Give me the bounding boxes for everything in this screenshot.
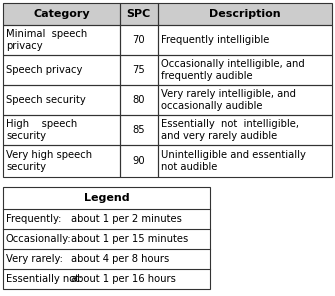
Bar [158, 25, 332, 55]
Text: 70: 70 [132, 35, 145, 45]
Bar [120, 3, 158, 25]
Text: Essentially  not  intelligible,
and very rarely audible: Essentially not intelligible, and very r… [160, 119, 298, 141]
Bar [3, 145, 120, 177]
Bar [158, 55, 332, 85]
Bar [3, 55, 120, 85]
Bar [120, 55, 158, 85]
Bar [3, 3, 120, 25]
Text: about 4 per 8 hours: about 4 per 8 hours [71, 254, 169, 264]
Text: about 1 per 15 minutes: about 1 per 15 minutes [71, 234, 188, 244]
Text: Occasionally:: Occasionally: [6, 234, 72, 244]
Bar [3, 55, 120, 85]
Bar [158, 85, 332, 115]
Bar [120, 115, 158, 145]
Text: High    speech
security: High speech security [6, 119, 77, 141]
Text: Category: Category [33, 9, 90, 19]
Bar [120, 85, 158, 115]
Bar [158, 85, 332, 115]
Text: Speech privacy: Speech privacy [6, 65, 82, 75]
Text: about 1 per 16 hours: about 1 per 16 hours [71, 274, 176, 284]
Bar [120, 145, 158, 177]
Bar [158, 115, 332, 145]
Text: Description: Description [209, 9, 281, 19]
Bar [158, 55, 332, 85]
Bar [158, 25, 332, 55]
Text: Speech security: Speech security [6, 95, 86, 105]
Text: Minimal  speech
privacy: Minimal speech privacy [6, 29, 87, 51]
Text: Very rarely intelligible, and
occasionally audible: Very rarely intelligible, and occasional… [160, 89, 295, 111]
Bar [120, 25, 158, 55]
Bar [3, 25, 120, 55]
Text: 85: 85 [132, 125, 145, 135]
Text: Frequently:: Frequently: [6, 214, 61, 224]
Text: 80: 80 [132, 95, 145, 105]
Bar [3, 115, 120, 145]
Text: SPC: SPC [127, 9, 151, 19]
Text: Essentially not:: Essentially not: [6, 274, 82, 284]
Bar [120, 115, 158, 145]
Text: 90: 90 [132, 156, 145, 166]
Text: Frequently intelligible: Frequently intelligible [160, 35, 269, 45]
Bar [120, 3, 158, 25]
Bar [120, 145, 158, 177]
Bar [3, 115, 120, 145]
Text: Unintelligible and essentially
not audible: Unintelligible and essentially not audib… [160, 150, 306, 172]
Bar [120, 25, 158, 55]
Bar [158, 115, 332, 145]
Text: Legend: Legend [84, 193, 129, 203]
Bar [3, 25, 120, 55]
Bar [158, 145, 332, 177]
Text: Occasionally intelligible, and
frequently audible: Occasionally intelligible, and frequentl… [160, 59, 305, 81]
Bar [3, 85, 120, 115]
Text: Very rarely:: Very rarely: [6, 254, 63, 264]
Bar [120, 85, 158, 115]
Bar [158, 3, 332, 25]
Bar [158, 3, 332, 25]
Text: Very high speech
security: Very high speech security [6, 150, 92, 172]
Bar [3, 3, 120, 25]
Bar [3, 187, 210, 289]
Text: 75: 75 [132, 65, 145, 75]
Text: about 1 per 2 minutes: about 1 per 2 minutes [71, 214, 182, 224]
Bar [158, 145, 332, 177]
Bar [120, 55, 158, 85]
Bar [3, 145, 120, 177]
Bar [3, 85, 120, 115]
